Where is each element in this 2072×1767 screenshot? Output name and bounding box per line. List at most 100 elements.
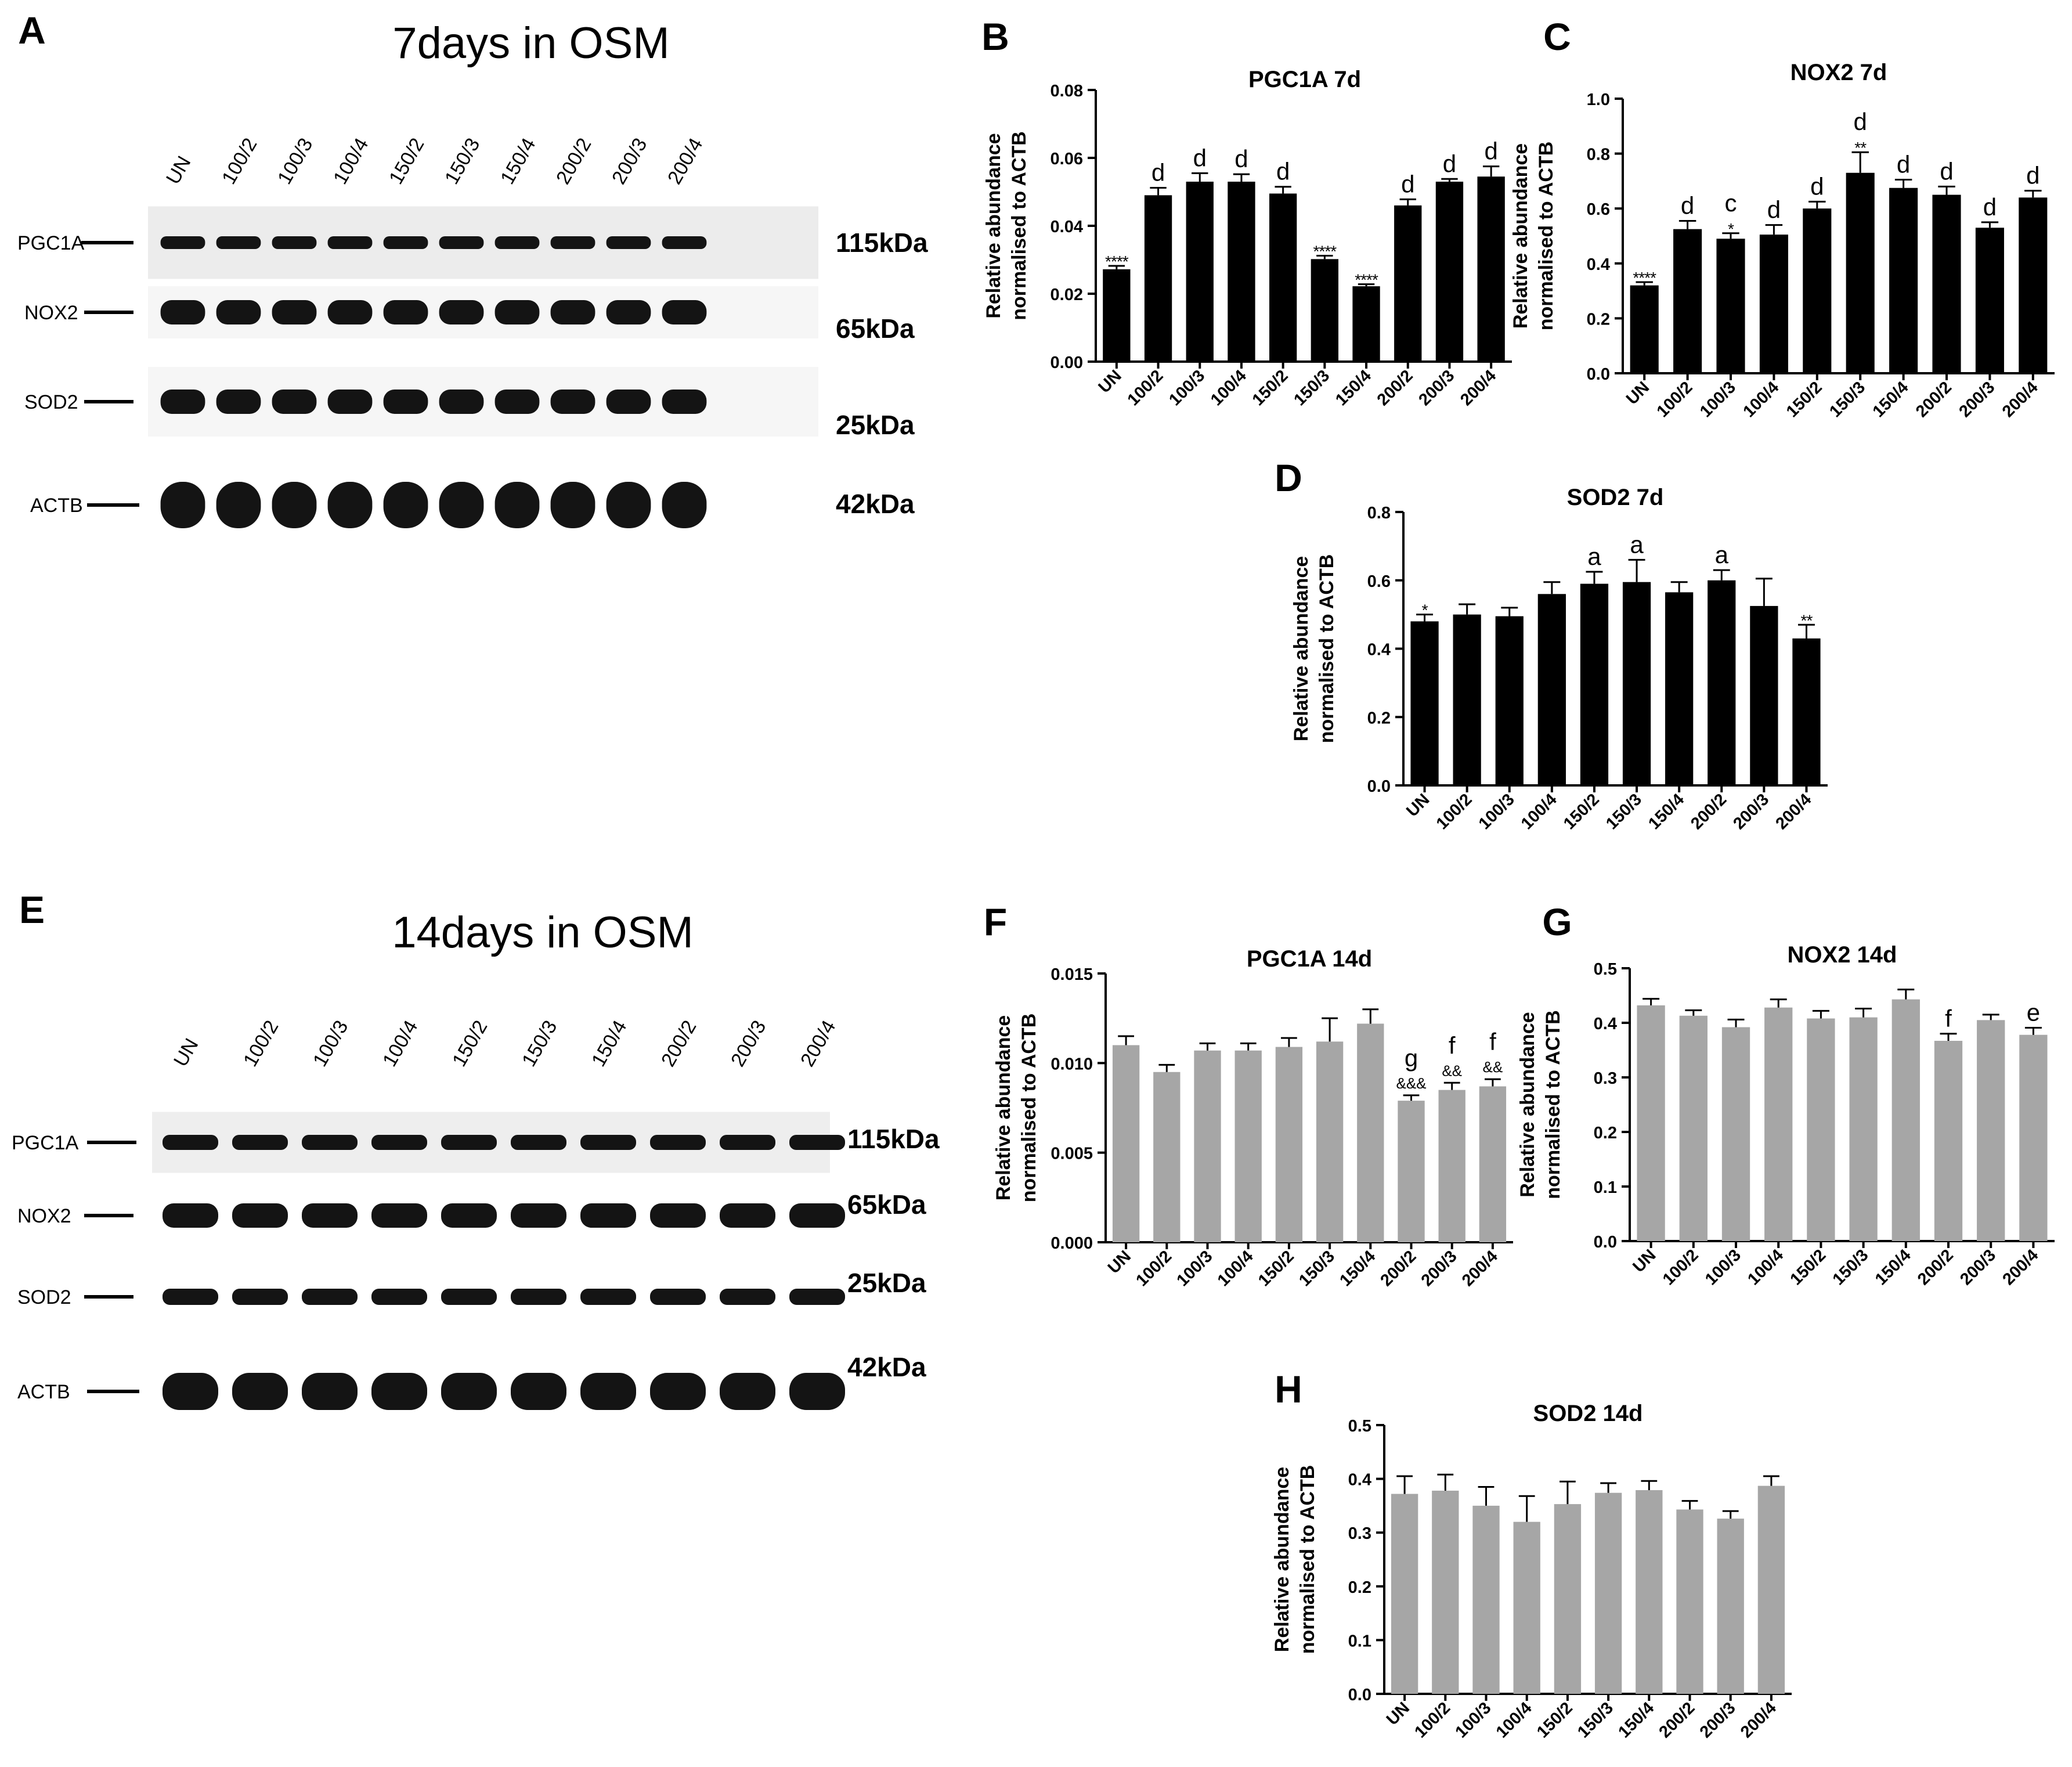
group-letter: d (1854, 108, 1867, 135)
protein-band (371, 1135, 427, 1150)
protein-band (511, 1135, 566, 1150)
protein-band (163, 1203, 218, 1228)
molecular-weight-label: 25kDa (847, 1268, 926, 1298)
protein-band (720, 1203, 775, 1228)
y-axis-label-line-1: Relative abundance (1517, 1012, 1539, 1197)
protein-band (216, 482, 261, 528)
protein-band (789, 1203, 845, 1228)
protein-band (550, 236, 595, 249)
y-tick-label: 0.1 (1348, 1632, 1371, 1650)
molecular-weight-label: 115kDa (847, 1124, 940, 1154)
protein-band (720, 1373, 775, 1410)
bar-150-4 (1665, 592, 1694, 785)
protein-band (302, 1135, 358, 1150)
protein-band (383, 390, 428, 414)
protein-band (580, 1373, 636, 1410)
y-axis-label-line-2: normalised to ACTB (1542, 1010, 1564, 1199)
y-tick-label: 0.2 (1594, 1124, 1617, 1142)
bar-150-3 (1846, 172, 1875, 373)
bar-100-2 (1673, 229, 1702, 373)
group-letter: a (1715, 541, 1729, 568)
chart-pgc1a-14d: F PGC1A 14d Relative abundance normalised t… (984, 900, 1513, 1290)
bar-200-3 (1438, 1090, 1465, 1242)
group-letter: d (2026, 161, 2039, 189)
chart-title: SOD2 7d (1567, 485, 1664, 510)
protein-label: SOD2 (17, 1286, 71, 1308)
y-tick-label: 0.02 (1051, 286, 1083, 304)
y-tick-label: 0.06 (1051, 150, 1083, 168)
y-tick-label: 0.8 (1367, 504, 1391, 522)
y-axis-label-line-2: normalised to ACTB (1018, 1014, 1040, 1203)
chart-title: PGC1A 7d (1248, 67, 1361, 92)
significance-marker: && (1483, 1058, 1503, 1076)
bar-150-2 (1275, 1047, 1303, 1242)
y-axis-label-line-2: normalised to ACTB (1535, 142, 1557, 331)
y-tick-label: 0.6 (1367, 572, 1391, 591)
protein-band (441, 1135, 497, 1150)
bar-100-3 (1721, 1027, 1750, 1241)
bar-150-2 (1807, 1018, 1835, 1241)
bar-200-4 (2019, 1034, 2048, 1241)
y-tick-label: 0.0 (1348, 1686, 1371, 1704)
y-tick-label: 0.4 (1367, 641, 1391, 659)
group-letter: d (1401, 170, 1414, 197)
protein-band (439, 390, 484, 414)
bar-200-3 (1750, 605, 1778, 785)
bar-200-2 (1394, 205, 1422, 362)
protein-band (383, 300, 428, 324)
y-tick-label: 0.015 (1051, 965, 1093, 984)
protein-label: NOX2 (24, 302, 78, 324)
bar-200-4 (1757, 1485, 1785, 1694)
panel-letter: H (1275, 1368, 1302, 1411)
chart-title: PGC1A 14d (1247, 946, 1372, 972)
protein-band (302, 1289, 358, 1305)
group-letter: f (1945, 1005, 1952, 1032)
significance-marker: **** (1355, 271, 1378, 289)
y-axis-label-line-1: Relative abundance (992, 1015, 1015, 1200)
protein-band (163, 1135, 218, 1150)
protein-band (439, 300, 484, 324)
bar-150-3 (1622, 582, 1651, 785)
protein-band (327, 236, 373, 249)
y-tick-label: 0.3 (1348, 1524, 1371, 1543)
panel-letter: E (19, 888, 45, 931)
y-tick-label: 0.2 (1367, 709, 1391, 727)
significance-marker: **** (1105, 253, 1129, 271)
protein-band (550, 482, 595, 528)
group-letter: d (1983, 193, 1997, 221)
y-tick-label: 0.04 (1051, 218, 1083, 236)
y-tick-label: 0.1 (1594, 1178, 1617, 1197)
bar-UN (1103, 269, 1131, 362)
protein-band (232, 1203, 288, 1228)
y-tick-label: 0.8 (1587, 146, 1610, 164)
protein-band (160, 300, 205, 324)
protein-band (232, 1135, 288, 1150)
chart-pgc1a-7d: B PGC1A 7d Relative abundance normalised to… (981, 15, 1512, 409)
significance-marker: * (1422, 601, 1428, 619)
protein-band (789, 1289, 845, 1305)
bar-100-3 (1495, 616, 1524, 785)
y-tick-label: 0.2 (1348, 1578, 1371, 1597)
protein-band (650, 1203, 706, 1228)
y-tick-label: 0.5 (1348, 1417, 1371, 1436)
molecular-weight-label: 42kDa (847, 1352, 926, 1382)
y-tick-label: 0.4 (1594, 1015, 1617, 1033)
protein-band (160, 482, 205, 528)
molecular-weight-label: 115kDa (836, 228, 928, 258)
y-tick-label: 0.5 (1594, 960, 1617, 979)
group-letter: d (1234, 145, 1248, 172)
bar-100-4 (1228, 181, 1255, 362)
protein-band (163, 1373, 218, 1410)
y-axis-label: Relative abundance normalised to ACTB (992, 1014, 1040, 1203)
protein-band (327, 390, 373, 414)
panel-letter: F (984, 900, 1007, 943)
protein-band (494, 482, 540, 528)
bar-150-3 (1311, 259, 1339, 362)
protein-band (232, 1373, 288, 1410)
y-axis-label: Relative abundance normalised to ACTB (983, 131, 1030, 320)
protein-band (272, 236, 317, 249)
y-axis-label-line-2: normalised to ACTB (1316, 554, 1338, 744)
group-letter: f (1489, 1028, 1496, 1055)
